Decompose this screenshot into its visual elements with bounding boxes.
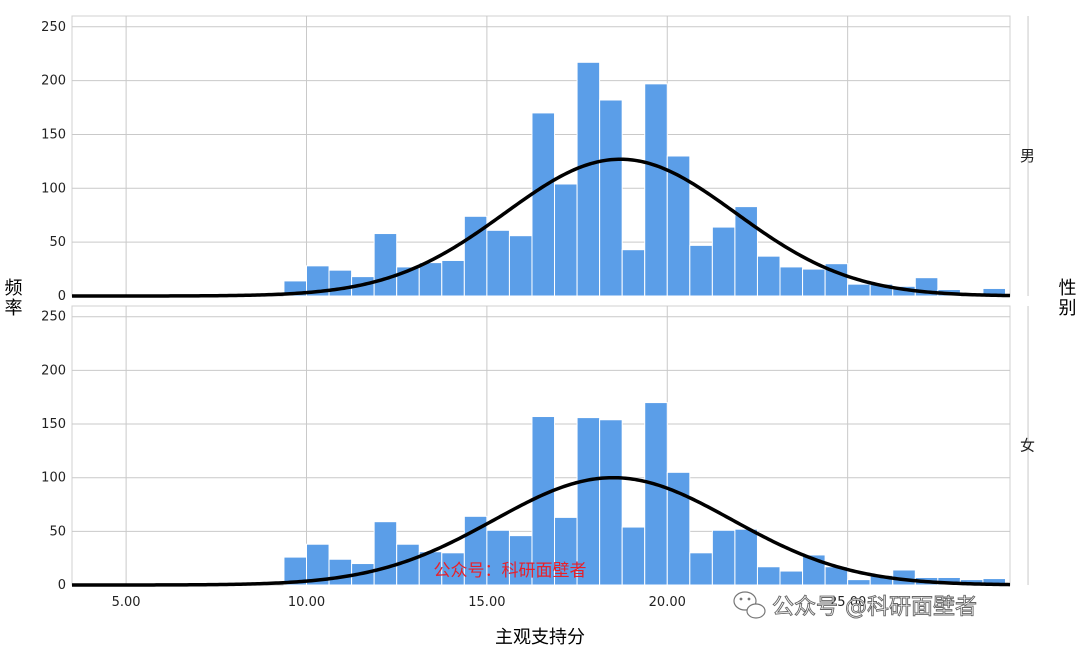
histogram-bar xyxy=(711,226,736,297)
chart-annotation: 公众号：科研面壁者 xyxy=(434,561,587,581)
histogram-bar xyxy=(756,566,781,586)
panel-2: 0 50 100 150 200 250 女 xyxy=(41,305,1035,593)
histogram-bar xyxy=(328,269,353,297)
y-tick-label: 100 xyxy=(41,471,66,486)
histogram-bar xyxy=(576,61,601,297)
x-axis: 5.00 10.00 15.00 20.00 25.00 xyxy=(112,595,867,610)
histogram-bar xyxy=(508,235,533,297)
y-axis-title: 频率 xyxy=(2,278,23,318)
histogram-bar xyxy=(779,570,804,586)
panel-1: 0 50 100 150 200 250 男 xyxy=(41,15,1035,304)
x-tick-label: 25.00 xyxy=(829,595,866,610)
y-tick-label: 0 xyxy=(58,578,66,593)
histogram-bar xyxy=(734,206,758,297)
histogram-bar xyxy=(644,83,668,297)
histogram-bar xyxy=(554,183,578,297)
histogram-bar xyxy=(599,99,623,297)
normal-curve xyxy=(72,157,1011,298)
watermark: 公众号 @科研面壁者 xyxy=(733,591,977,620)
y-tick-label: 250 xyxy=(41,310,66,325)
histogram-bar xyxy=(621,249,646,297)
histogram-bar xyxy=(644,402,668,586)
histogram-bar xyxy=(756,255,781,297)
y-tick-label: 250 xyxy=(41,20,66,35)
x-tick-label: 10.00 xyxy=(288,595,325,610)
histogram-bar xyxy=(666,155,691,297)
x-tick-label: 20.00 xyxy=(649,595,686,610)
histogram-bar xyxy=(711,529,736,586)
histogram-bar xyxy=(373,521,398,586)
normal-curve xyxy=(72,475,1011,587)
wechat-icon xyxy=(733,591,766,619)
histogram-bar xyxy=(847,283,871,297)
histogram-bar xyxy=(441,259,465,297)
histogram-bar xyxy=(666,471,691,586)
histogram-bar xyxy=(328,558,353,586)
y-tick-label: 150 xyxy=(41,417,66,432)
histogram-bar xyxy=(734,528,758,586)
histogram-bar xyxy=(689,244,713,297)
panel-label: 男 xyxy=(1020,147,1035,165)
panels: 0 50 100 150 200 250 男 0 50 100 150 200 250 女 xyxy=(41,15,1035,593)
panel-label: 女 xyxy=(1020,437,1035,455)
histogram-bar xyxy=(531,112,556,297)
y-tick-label: 50 xyxy=(49,235,66,250)
histogram-bar xyxy=(689,552,713,586)
x-tick-label: 15.00 xyxy=(468,595,505,610)
y-tick-label: 200 xyxy=(41,74,66,89)
y-tick-label: 50 xyxy=(49,524,66,539)
x-tick-label: 5.00 xyxy=(112,595,141,610)
histogram-bar xyxy=(418,262,443,297)
x-axis-title: 主观支持分 xyxy=(495,627,585,648)
histogram-bar xyxy=(779,266,804,297)
y-tick-label: 200 xyxy=(41,363,66,378)
y-tick-label: 100 xyxy=(41,181,66,196)
histogram-bar xyxy=(531,416,556,586)
y-tick-label: 150 xyxy=(41,127,66,142)
watermark-text: 公众号 @科研面壁者 xyxy=(772,595,977,620)
histogram-bar xyxy=(847,579,871,586)
histogram-bar xyxy=(373,233,398,297)
histogram-bar xyxy=(486,229,510,297)
histogram-bar xyxy=(599,419,623,586)
histogram-bar xyxy=(621,526,646,586)
histogram-bar xyxy=(802,268,826,297)
facet-axis-title: 性别 xyxy=(1056,278,1077,318)
histogram-bar xyxy=(576,417,601,586)
y-tick-label: 0 xyxy=(58,289,66,304)
